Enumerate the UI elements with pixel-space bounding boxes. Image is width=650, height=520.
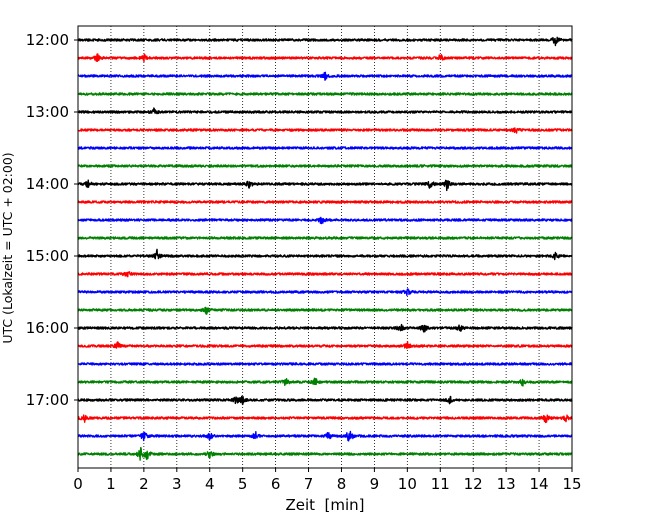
trace-1530 xyxy=(77,288,573,297)
trace-1415 xyxy=(77,200,573,204)
y-tick-label: 17:00 xyxy=(26,391,69,409)
x-tick-label: 6 xyxy=(271,475,281,493)
y-axis-ticks: 12:00 13:00 14:00 15:00 16:00 17:00 xyxy=(26,31,78,409)
trace-1200 xyxy=(77,36,573,47)
x-tick-label: 9 xyxy=(370,475,380,493)
trace-1300 xyxy=(77,107,573,115)
x-axis-ticks: 0 1 2 3 4 5 6 7 8 9 10 11 12 13 14 15 xyxy=(73,468,582,493)
y-axis-label: UTC (Lokalzeit = UTC + 02:00) xyxy=(0,152,15,343)
x-axis-label: Zeit [min] xyxy=(285,496,364,514)
x-tick-label: 5 xyxy=(238,475,248,493)
trace-1315 xyxy=(77,127,573,134)
trace-1215 xyxy=(77,53,573,63)
x-tick-label: 7 xyxy=(304,475,314,493)
trace-1630 xyxy=(77,362,573,366)
x-tick-label: 13 xyxy=(497,475,516,493)
trace-1245 xyxy=(77,92,573,96)
y-tick-label: 16:00 xyxy=(26,319,69,337)
trace-1545 xyxy=(77,306,573,315)
trace-1700 xyxy=(77,395,573,406)
x-tick-label: 8 xyxy=(337,475,347,493)
y-tick-label: 15:00 xyxy=(26,247,69,265)
x-tick-label: 2 xyxy=(139,475,149,493)
trace-1230 xyxy=(77,71,573,81)
trace-1600 xyxy=(77,323,573,333)
trace-1345 xyxy=(77,164,573,168)
trace-1730 xyxy=(77,430,573,442)
x-tick-label: 1 xyxy=(106,475,116,493)
trace-1445 xyxy=(77,236,573,240)
x-tick-label: 12 xyxy=(464,475,483,493)
trace-1430 xyxy=(77,216,573,225)
x-tick-label: 11 xyxy=(431,475,450,493)
trace-1645 xyxy=(77,377,573,387)
y-tick-label: 12:00 xyxy=(26,31,69,49)
trace-1615 xyxy=(77,341,573,350)
y-tick-label: 13:00 xyxy=(26,103,69,121)
x-tick-label: 4 xyxy=(205,475,215,493)
trace-1515 xyxy=(77,271,573,278)
grid-lines xyxy=(110,26,540,468)
x-tick-label: 14 xyxy=(530,475,549,493)
seismic-traces xyxy=(77,36,573,461)
trace-1330 xyxy=(77,146,573,150)
trace-1745 xyxy=(77,446,573,461)
x-tick-label: 0 xyxy=(73,475,83,493)
trace-1715 xyxy=(77,414,573,424)
x-tick-label: 15 xyxy=(562,475,581,493)
y-tick-label: 14:00 xyxy=(26,175,69,193)
plot-frame xyxy=(77,25,573,469)
x-tick-label: 10 xyxy=(398,475,417,493)
x-tick-label: 3 xyxy=(172,475,182,493)
trace-1500 xyxy=(77,248,573,261)
trace-1400 xyxy=(77,179,573,192)
